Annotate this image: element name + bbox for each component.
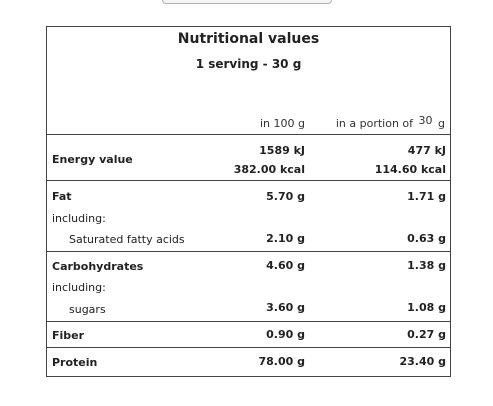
carbohydrates-portion: 1.38 g bbox=[407, 259, 446, 272]
table-title: Nutritional values bbox=[177, 31, 320, 47]
fat-portion: 1.71 g bbox=[407, 190, 446, 203]
top-tab bbox=[162, 0, 332, 4]
carbohydrates-label: Carbohydrates bbox=[52, 260, 144, 273]
portion-value: 30 bbox=[418, 114, 433, 127]
sugars-per100: 3.60 g bbox=[266, 301, 305, 314]
column-header-portion: in a portion of 30 g bbox=[335, 114, 445, 130]
row-divider bbox=[47, 180, 450, 181]
fat-including-label: including: bbox=[52, 212, 106, 225]
portion-unit: g bbox=[438, 117, 445, 130]
nutrition-table: Nutritional values 1 serving - 30 g in 1… bbox=[46, 26, 451, 377]
row-divider bbox=[47, 251, 450, 252]
portion-prefix: in a portion of bbox=[335, 117, 414, 130]
energy-portion-kj: 477 kJ bbox=[407, 144, 446, 157]
fiber-label: Fiber bbox=[52, 329, 85, 342]
sugars-portion: 1.08 g bbox=[407, 301, 446, 314]
energy-label: Energy value bbox=[52, 153, 133, 166]
saturated-portion: 0.63 g bbox=[407, 232, 446, 245]
saturated-per100: 2.10 g bbox=[266, 232, 305, 245]
fat-per100: 5.70 g bbox=[266, 190, 305, 203]
saturated-label: Saturated fatty acids bbox=[69, 233, 185, 246]
energy-per100-kcal: 382.00 kcal bbox=[233, 163, 305, 176]
protein-portion: 23.40 g bbox=[399, 355, 447, 368]
row-divider bbox=[47, 134, 450, 135]
carb-including-label: including: bbox=[52, 281, 106, 294]
sugars-label: sugars bbox=[69, 303, 106, 316]
row-divider bbox=[47, 347, 450, 348]
fiber-per100: 0.90 g bbox=[266, 328, 305, 341]
column-header-per-100g: in 100 g bbox=[260, 117, 305, 130]
energy-portion-kcal: 114.60 kcal bbox=[374, 163, 446, 176]
row-divider bbox=[47, 321, 450, 322]
fat-label: Fat bbox=[52, 190, 72, 203]
carbohydrates-per100: 4.60 g bbox=[266, 259, 305, 272]
protein-label: Protein bbox=[52, 356, 98, 369]
energy-per100-kj: 1589 kJ bbox=[259, 144, 305, 157]
serving-size: 1 serving - 30 g bbox=[195, 57, 302, 71]
fiber-portion: 0.27 g bbox=[407, 328, 446, 341]
protein-per100: 78.00 g bbox=[258, 355, 306, 368]
